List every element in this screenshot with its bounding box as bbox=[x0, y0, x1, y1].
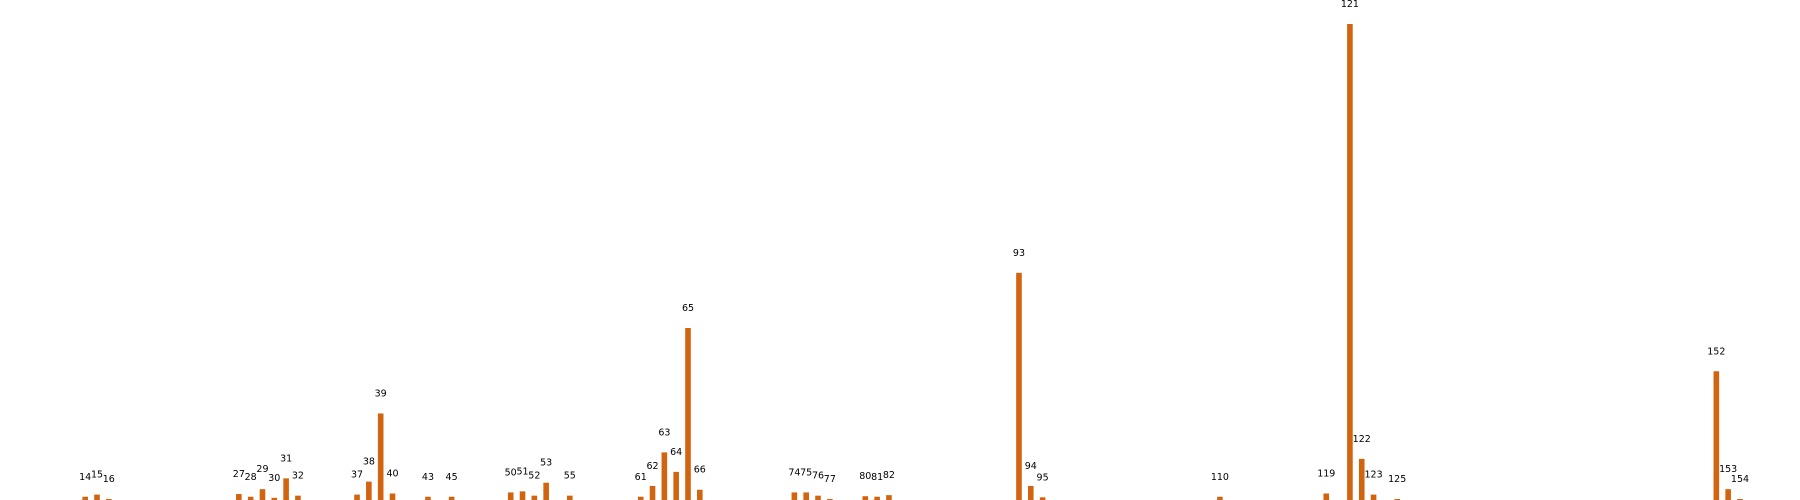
bar-32 bbox=[295, 495, 301, 500]
bar-74 bbox=[791, 492, 798, 500]
data-label-121: 121 bbox=[1341, 0, 1359, 10]
bar-51 bbox=[519, 491, 526, 500]
bar-43 bbox=[425, 496, 431, 500]
bar-61 bbox=[637, 496, 644, 500]
bars-layer bbox=[82, 24, 1743, 500]
data-label-15: 15 bbox=[91, 470, 103, 481]
bar-28 bbox=[247, 496, 254, 500]
data-label-32: 32 bbox=[292, 471, 304, 482]
bar-119 bbox=[1323, 493, 1330, 500]
bar-66 bbox=[697, 489, 703, 500]
data-label-31: 31 bbox=[280, 453, 292, 464]
data-label-29: 29 bbox=[256, 464, 268, 475]
bar-45 bbox=[448, 496, 455, 500]
data-label-66: 66 bbox=[694, 465, 706, 476]
bar-27 bbox=[236, 494, 242, 500]
data-label-55: 55 bbox=[564, 471, 576, 482]
data-label-43: 43 bbox=[422, 472, 434, 483]
data-label-52: 52 bbox=[528, 471, 540, 482]
bar-95 bbox=[1039, 497, 1046, 500]
data-label-28: 28 bbox=[245, 472, 257, 483]
bar-94 bbox=[1027, 485, 1034, 500]
bar-122 bbox=[1358, 458, 1365, 500]
bar-62 bbox=[649, 485, 656, 500]
data-label-14: 14 bbox=[79, 472, 91, 483]
bar-82 bbox=[886, 495, 892, 500]
bar-40 bbox=[389, 493, 396, 500]
data-label-95: 95 bbox=[1037, 472, 1049, 483]
bar-152 bbox=[1713, 371, 1720, 500]
data-label-75: 75 bbox=[800, 467, 812, 478]
data-label-154: 154 bbox=[1731, 474, 1749, 485]
data-label-82: 82 bbox=[883, 470, 895, 481]
bar-37 bbox=[354, 494, 360, 500]
data-label-152: 152 bbox=[1707, 346, 1725, 357]
data-label-110: 110 bbox=[1211, 472, 1229, 483]
data-label-40: 40 bbox=[386, 469, 398, 480]
data-label-74: 74 bbox=[788, 467, 800, 478]
bar-53 bbox=[543, 482, 549, 500]
data-label-80: 80 bbox=[859, 471, 871, 482]
bar-76 bbox=[815, 495, 821, 500]
bar-50 bbox=[507, 492, 514, 500]
data-label-93: 93 bbox=[1013, 248, 1025, 259]
data-label-77: 77 bbox=[824, 474, 836, 485]
data-label-51: 51 bbox=[516, 466, 528, 477]
bar-39 bbox=[377, 413, 384, 500]
data-label-16: 16 bbox=[103, 474, 115, 485]
bar-38 bbox=[366, 481, 372, 500]
data-label-122: 122 bbox=[1353, 434, 1371, 445]
data-label-81: 81 bbox=[871, 472, 883, 483]
data-label-65: 65 bbox=[682, 303, 694, 314]
data-label-62: 62 bbox=[646, 461, 658, 472]
bar-14 bbox=[82, 496, 88, 500]
data-label-30: 30 bbox=[268, 473, 280, 484]
bar-153 bbox=[1725, 489, 1731, 500]
bar-63 bbox=[661, 452, 668, 500]
data-label-61: 61 bbox=[635, 472, 647, 483]
bar-31 bbox=[283, 478, 289, 500]
data-label-63: 63 bbox=[658, 427, 670, 438]
bar-110 bbox=[1217, 496, 1223, 500]
bar-29 bbox=[259, 489, 266, 500]
bar-30 bbox=[271, 497, 278, 500]
bar-121 bbox=[1347, 24, 1353, 500]
data-label-38: 38 bbox=[363, 457, 375, 468]
data-label-119: 119 bbox=[1317, 469, 1335, 480]
bar-15 bbox=[94, 494, 100, 500]
data-label-76: 76 bbox=[812, 471, 824, 482]
data-label-53: 53 bbox=[540, 458, 552, 469]
bar-80 bbox=[862, 496, 869, 500]
data-label-64: 64 bbox=[670, 447, 682, 458]
bar-65 bbox=[685, 327, 691, 500]
data-label-39: 39 bbox=[375, 388, 387, 399]
data-label-37: 37 bbox=[351, 470, 363, 481]
bar-75 bbox=[803, 492, 809, 500]
bar-123 bbox=[1370, 494, 1377, 500]
data-label-94: 94 bbox=[1025, 461, 1037, 472]
bar-52 bbox=[531, 495, 538, 500]
data-label-123: 123 bbox=[1364, 470, 1382, 481]
data-label-27: 27 bbox=[233, 469, 245, 480]
bar-81 bbox=[874, 496, 880, 500]
data-label-125: 125 bbox=[1388, 474, 1406, 485]
data-label-45: 45 bbox=[446, 472, 458, 483]
data-label-50: 50 bbox=[505, 467, 517, 478]
data-label-153: 153 bbox=[1719, 464, 1737, 475]
bar-93 bbox=[1016, 272, 1022, 500]
bar-64 bbox=[673, 471, 679, 500]
bar-55 bbox=[567, 495, 573, 500]
